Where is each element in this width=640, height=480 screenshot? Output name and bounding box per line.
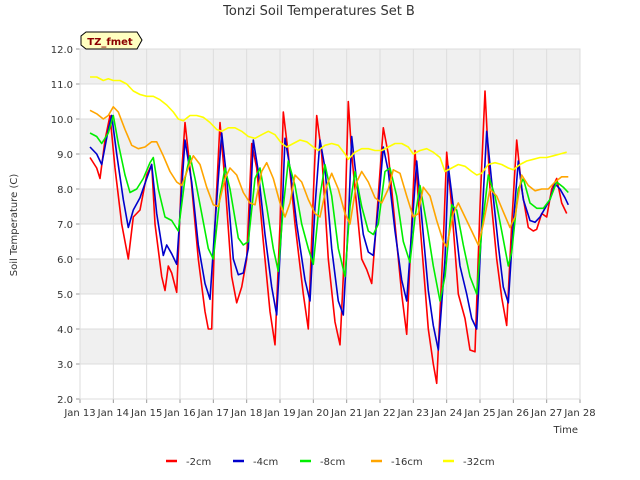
- chart-title: Tonzi Soil Temperatures Set B: [222, 4, 415, 19]
- y-tick-label: 9.0: [57, 150, 73, 161]
- series-line-neg8cm: [89, 114, 569, 302]
- y-tick-label: 8.0: [57, 185, 73, 196]
- series-lines: [89, 76, 570, 385]
- legend: -2cm -4cm -8cm -16cm -32cm: [166, 457, 495, 468]
- x-tick-label: Jan 25: [463, 408, 495, 419]
- plot-band: [80, 329, 580, 364]
- x-tick-label: Jan 20: [297, 408, 329, 419]
- x-tick-label: Jan 19: [263, 408, 295, 419]
- y-tick-label: 2.0: [57, 395, 73, 406]
- legend-label: -2cm: [186, 457, 211, 468]
- y-tick-label: 7.0: [57, 220, 73, 231]
- y-tick-label: 6.0: [57, 255, 73, 266]
- plot-band: [80, 49, 580, 84]
- y-tick-label: 4.0: [57, 325, 73, 336]
- x-tick-label: Jan 14: [97, 408, 129, 419]
- x-tick-label: Jan 13: [63, 408, 95, 419]
- plot-band: [80, 119, 580, 154]
- series-line-neg16cm: [89, 106, 569, 248]
- y-tick-label: 3.0: [57, 360, 73, 371]
- legend-label: -16cm: [391, 457, 423, 468]
- x-tick-label: Jan 27: [530, 408, 562, 419]
- badge-shape: [80, 31, 143, 50]
- x-tick-label: Jan 16: [163, 408, 195, 419]
- legend-label: -8cm: [320, 457, 345, 468]
- x-axis-label: Time: [553, 425, 578, 436]
- x-tick-label: Jan 15: [130, 408, 162, 419]
- series-line-neg32cm: [90, 76, 567, 176]
- y-axis-ticks: 2.0 3.0 4.0 5.0 6.0 7.0 8.0 9.0 10.0 11.0 12.0: [51, 45, 80, 406]
- x-tick-label: Jan 17: [197, 408, 229, 419]
- x-tick-label: Jan 26: [497, 408, 529, 419]
- y-tick-label: 11.0: [51, 80, 73, 91]
- x-tick-label: Jan 23: [397, 408, 429, 419]
- y-tick-label: 12.0: [51, 45, 73, 56]
- x-tick-label: Jan 21: [330, 408, 362, 419]
- badge-label: TZ_fmet: [87, 37, 133, 48]
- x-tick-label: Jan 28: [563, 408, 595, 419]
- plot-frame: [79, 48, 581, 400]
- x-tick-label: Jan 18: [230, 408, 262, 419]
- y-tick-label: 10.0: [51, 115, 73, 126]
- legend-label: -32cm: [463, 457, 495, 468]
- x-axis-ticks: Jan 13 Jan 14 Jan 15 Jan 16 Jan 17 Jan 18 Jan …: [63, 399, 596, 419]
- legend-label: -4cm: [253, 457, 278, 468]
- y-tick-label: 5.0: [57, 290, 73, 301]
- x-tick-label: Jan 24: [430, 408, 462, 419]
- y-axis-label: Soil Temperature (C): [9, 174, 20, 277]
- x-tick-label: Jan 22: [363, 408, 395, 419]
- station-badge: TZ_fmet: [80, 31, 143, 50]
